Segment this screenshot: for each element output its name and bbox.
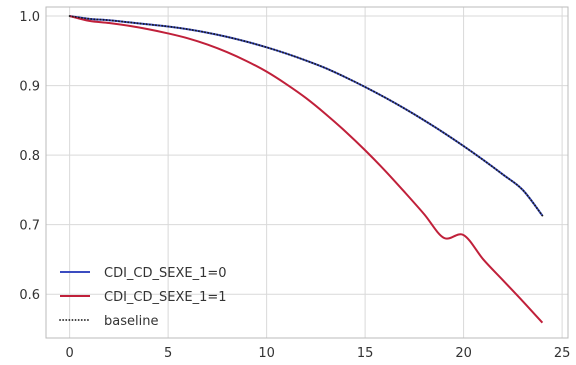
series-lines <box>68 15 544 324</box>
y-tick-label: 0.9 <box>19 80 40 95</box>
series-line-3 <box>68 15 544 217</box>
y-tick-label: 1.0 <box>19 10 40 25</box>
plot-frame <box>45 6 569 339</box>
x-tick-label: 15 <box>357 346 374 361</box>
legend-label-1: CDI_CD_SEXE_1=0 <box>104 266 227 281</box>
legend-label-2: CDI_CD_SEXE_1=1 <box>104 290 227 305</box>
y-tick-label: 0.6 <box>19 288 40 303</box>
y-tick-label: 0.8 <box>19 149 40 164</box>
grid <box>46 7 568 338</box>
legend-label-3: baseline <box>104 314 158 329</box>
x-tick-label: 25 <box>554 346 571 361</box>
tick-labels: 0 5 10 15 20 25 0.6 0.7 0.8 0.9 1.0 <box>19 10 570 361</box>
x-tick-label: 5 <box>164 346 172 361</box>
x-tick-label: 10 <box>258 346 275 361</box>
x-tick-label: 0 <box>65 346 73 361</box>
series-line-2 <box>69 15 544 324</box>
plot-area <box>46 7 568 338</box>
x-tick-label: 20 <box>455 346 472 361</box>
legend: CDI_CD_SEXE_1=0 CDI_CD_SEXE_1=1 baseline <box>59 266 227 329</box>
y-tick-label: 0.7 <box>19 219 40 234</box>
